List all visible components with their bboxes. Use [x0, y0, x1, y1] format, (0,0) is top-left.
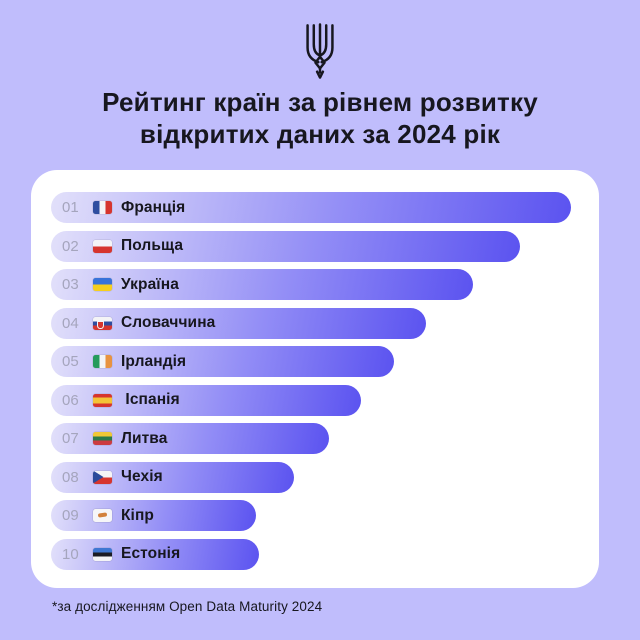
rank-number: 07: [62, 430, 79, 447]
ranking-row: 10 Естонія: [51, 538, 579, 570]
ranking-bar: 07 Литва: [51, 423, 329, 454]
country-name: Україна: [121, 275, 179, 293]
lithuania-flag-icon: [93, 432, 112, 445]
ranking-row: 01 Франція: [51, 192, 579, 223]
poland-flag-icon: [93, 239, 112, 253]
estonia-flag-icon: [93, 547, 112, 561]
ranking-row: 05 Ірландія: [51, 346, 579, 377]
country-name: Польща: [121, 237, 184, 254]
rank-number: 04: [62, 314, 79, 332]
page-title-line2: відкритих даних за 2024 рік: [139, 119, 501, 149]
country-name: Кіпр: [121, 506, 154, 524]
page-title: Рейтинг країн за рівнем розвитку відкрит…: [0, 86, 640, 150]
czechia-flag-icon: [93, 470, 112, 484]
ranking-row: 08 Чехія: [51, 461, 579, 493]
cyprus-flag-icon: [93, 509, 112, 522]
rank-number: 05: [62, 353, 79, 370]
ranking-bar: 09 Кіпр: [51, 500, 256, 531]
rank-number: 02: [62, 237, 79, 255]
country-name: Естонія: [121, 545, 181, 562]
ranking-bar: 02 Польща: [51, 230, 520, 262]
country-name: Литва: [121, 429, 168, 447]
country-name: Словаччина: [121, 314, 216, 331]
ranking-row: 02 Польща: [51, 230, 579, 262]
country-name: Ірландія: [121, 352, 187, 370]
ranking-bar: 08 Чехія: [51, 461, 294, 493]
ranking-row: 04 Словаччина: [51, 307, 579, 339]
slovakia-flag-icon: [93, 316, 112, 330]
ranking-row: 06 Іспанія: [51, 384, 579, 416]
ranking-card: 01 Франція 02 Польща 03 Україна 04: [31, 170, 599, 588]
rank-number: 08: [62, 468, 79, 486]
ranking-row: 09 Кіпр: [51, 500, 579, 531]
spain-flag-icon: [93, 393, 112, 407]
ranking-bar: 01 Франція: [51, 192, 571, 223]
rank-number: 06: [62, 391, 79, 409]
source-footnote: *за дослідженням Open Data Maturity 2024: [52, 599, 323, 614]
rank-number: 03: [62, 276, 79, 293]
ukraine-flag-icon: [93, 278, 112, 291]
ireland-flag-icon: [93, 355, 112, 368]
page-title-line1: Рейтинг країн за рівнем розвитку: [102, 87, 538, 117]
country-name: Чехія: [121, 468, 163, 485]
ranking-row: 03 Україна: [51, 269, 579, 300]
tryzub-icon: [306, 23, 334, 79]
rank-number: 01: [62, 199, 79, 216]
ranking-row: 07 Литва: [51, 423, 579, 454]
ranking-bar: 10 Естонія: [51, 538, 259, 570]
country-name: Іспанія: [121, 391, 180, 408]
rank-number: 09: [62, 507, 79, 524]
ranking-bar: 05 Ірландія: [51, 346, 394, 377]
country-name: Франція: [121, 198, 186, 216]
ranking-bar: 03 Україна: [51, 269, 473, 300]
ranking-bar: 04 Словаччина: [51, 307, 426, 339]
ranking-bar: 06 Іспанія: [51, 384, 361, 416]
france-flag-icon: [93, 201, 112, 214]
rank-number: 10: [62, 545, 79, 563]
